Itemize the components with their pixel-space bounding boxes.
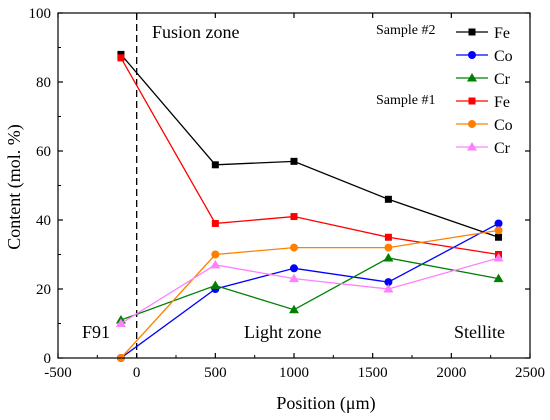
data-point-sample1-cr bbox=[383, 284, 394, 293]
legend-group-sample-1: Sample #1 bbox=[376, 93, 436, 108]
series-line-sample1-fe bbox=[120, 57, 499, 256]
y-tick-label: 60 bbox=[36, 144, 51, 160]
series-line-sample2-fe bbox=[120, 53, 499, 238]
x-tick-label: 500 bbox=[204, 365, 227, 381]
data-point-sample1-fe bbox=[290, 213, 298, 221]
x-axis-title: Position (μm) bbox=[276, 393, 375, 414]
plot-area bbox=[115, 13, 504, 362]
data-point-sample1-co bbox=[384, 243, 393, 252]
data-point-sample1-co bbox=[290, 243, 298, 252]
annotation-light-zone: Light zone bbox=[244, 322, 321, 342]
legend-marker bbox=[467, 142, 477, 151]
y-tick-label: 100 bbox=[29, 6, 52, 22]
legend-label: Co bbox=[494, 117, 513, 134]
data-point-sample2-cr bbox=[493, 273, 504, 283]
legend-marker bbox=[468, 28, 476, 36]
legend: Fe Co Cr Fe Co Cr bbox=[456, 25, 513, 157]
data-point-sample1-co bbox=[494, 226, 503, 235]
legend-marker bbox=[468, 97, 476, 105]
annotation-stellite: Stellite bbox=[454, 322, 505, 342]
legend-marker bbox=[468, 120, 476, 128]
data-point-sample2-cr bbox=[289, 304, 299, 314]
data-point-sample1-fe bbox=[117, 54, 125, 62]
data-point-sample1-cr bbox=[115, 318, 126, 327]
legend-label: Co bbox=[494, 48, 513, 65]
x-tick-label: 0 bbox=[133, 365, 141, 381]
data-point-sample2-fe bbox=[384, 195, 392, 203]
data-point-sample2-cr bbox=[210, 280, 221, 290]
y-tick-label: 20 bbox=[36, 282, 51, 298]
legend-marker bbox=[468, 51, 476, 59]
data-point-sample1-cr bbox=[289, 273, 299, 283]
legend-label: Cr bbox=[494, 71, 511, 88]
legend-group-sample-2: Sample #2 bbox=[376, 23, 436, 38]
data-point-sample1-fe bbox=[211, 219, 219, 227]
legend-label: Cr bbox=[494, 140, 511, 157]
x-tick-label: 1500 bbox=[358, 365, 388, 381]
x-tick-label: -500 bbox=[44, 365, 72, 381]
data-point-sample1-cr bbox=[210, 259, 221, 269]
data-point-sample2-fe bbox=[211, 161, 219, 169]
legend-label: Fe bbox=[494, 25, 510, 42]
data-point-sample2-co bbox=[384, 278, 393, 287]
y-tick-label: 0 bbox=[44, 351, 52, 367]
data-point-sample1-cr bbox=[493, 252, 504, 262]
data-point-sample2-fe bbox=[495, 233, 503, 241]
x-tick-label: 2000 bbox=[436, 365, 466, 381]
data-point-sample2-fe bbox=[290, 157, 298, 165]
data-point-sample2-co bbox=[290, 264, 298, 273]
legend-marker bbox=[467, 73, 477, 82]
data-point-sample1-fe bbox=[384, 233, 392, 241]
data-point-sample2-cr bbox=[383, 252, 394, 262]
x-tick-label: 1000 bbox=[279, 365, 309, 381]
y-axis-title: Content (mol. %) bbox=[4, 124, 25, 249]
legend-label: Fe bbox=[494, 94, 510, 111]
annotation-fusion-zone: Fusion zone bbox=[152, 22, 240, 42]
data-point-sample1-co bbox=[211, 250, 220, 259]
x-tick-label: 2500 bbox=[515, 365, 545, 381]
data-point-sample2-co bbox=[494, 219, 503, 228]
annotation-f91: F91 bbox=[82, 322, 110, 342]
y-tick-label: 80 bbox=[36, 75, 51, 91]
y-tick-label: 40 bbox=[36, 213, 51, 229]
